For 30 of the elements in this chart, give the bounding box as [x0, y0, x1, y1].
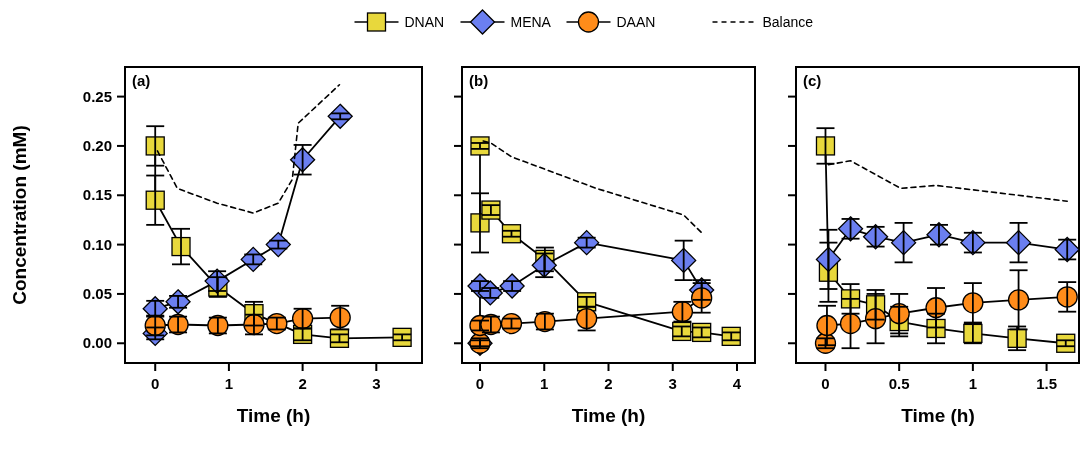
annotation: (b) [469, 72, 489, 89]
legend-label: DNAN [404, 14, 445, 30]
x-tick-label: 0 [151, 375, 160, 392]
y-tick-label: 0.10 [82, 235, 112, 253]
legend-label: DAAN [616, 14, 656, 30]
x-axis-title: Time (h) [236, 405, 311, 426]
x-tick-label: 0.5 [888, 375, 910, 392]
y-tick-label: 0.15 [82, 186, 112, 204]
x-tick-label: 0 [475, 375, 485, 392]
y-tick-label: 0.05 [82, 284, 112, 302]
y-tick-label: 0.20 [82, 136, 112, 154]
y-tick-label: 0.25 [82, 87, 112, 105]
legend-label: MENA [510, 14, 552, 30]
x-tick-label: 3 [668, 375, 677, 392]
x-tick-label: 1.5 [1036, 375, 1057, 392]
x-axis-title: Time (h) [901, 405, 975, 426]
x-tick-label: 2 [604, 375, 613, 392]
annotation: (c) [803, 72, 822, 89]
x-tick-label: 4 [732, 375, 742, 392]
x-tick-label: 2 [298, 375, 307, 392]
y-axis-title: Concentration (mM) [9, 125, 30, 305]
legend-label: Balance [762, 14, 814, 30]
x-tick-label: 1 [540, 375, 549, 392]
x-tick-label: 1 [224, 375, 234, 392]
y-tick-label: 0.00 [82, 334, 112, 352]
x-tick-label: 1 [968, 375, 978, 392]
x-tick-label: 0 [821, 375, 830, 392]
annotation: (a) [132, 72, 151, 89]
x-tick-label: 3 [372, 375, 381, 392]
x-axis-title: Time (h) [571, 405, 646, 426]
